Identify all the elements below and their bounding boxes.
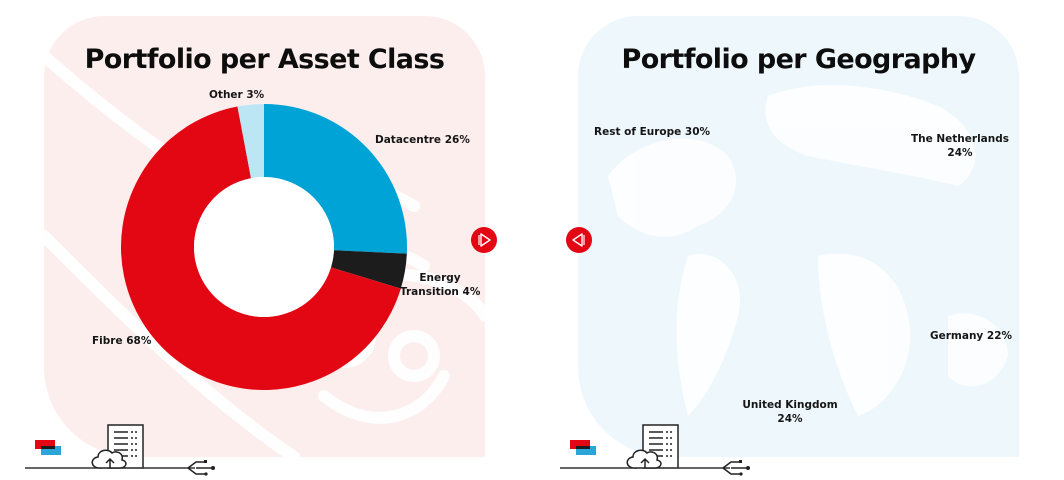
donut-slice-energy-transition: [330, 250, 407, 289]
donut-slice-datacentre: [264, 104, 407, 254]
donut-left: [120, 104, 407, 391]
cloud-server-usb-illustration: [25, 424, 215, 476]
label-energy-transition: Energy Transition 4%: [400, 271, 480, 299]
label-energy-line2: Transition 4%: [400, 286, 481, 298]
previous-slide-button[interactable]: [566, 227, 592, 253]
play-left-icon: [572, 233, 585, 247]
label-netherlands-line1: The Netherlands: [910, 133, 1010, 145]
label-netherlands-line2: 24%: [947, 147, 973, 159]
play-right-icon: [478, 233, 491, 247]
cloud-server-usb-illustration: [560, 424, 750, 476]
donut-slice-fibre: [120, 106, 401, 391]
label-other: Other 3%: [209, 89, 265, 101]
label-germany: Germany 22%: [930, 330, 1013, 342]
label-energy-line1: Energy: [419, 272, 461, 284]
geography-panel: Portfolio per Geography: [578, 16, 1019, 457]
world-map-background-icon: [608, 85, 1008, 416]
donut-hole: [194, 177, 334, 317]
label-uk-line2: 24%: [777, 413, 803, 425]
chart-title: Portfolio per Geography: [621, 44, 977, 75]
label-fibre: Fibre 68%: [92, 335, 152, 347]
chart-title: Portfolio per Asset Class: [84, 44, 445, 75]
label-uk-line1: United Kingdom: [742, 399, 838, 411]
label-datacentre: Datacentre 26%: [375, 134, 470, 146]
label-netherlands: The Netherlands 24%: [900, 132, 1020, 160]
label-united-kingdom: United Kingdom 24%: [735, 398, 845, 426]
label-rest-of-europe: Rest of Europe 30%: [594, 126, 711, 138]
next-slide-button[interactable]: [471, 227, 497, 253]
donut-slice-other: [237, 104, 264, 179]
